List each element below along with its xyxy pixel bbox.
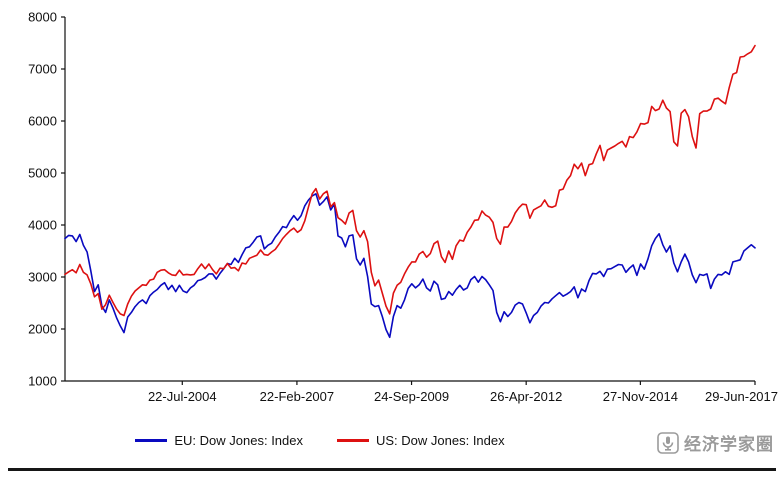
legend-label-us: US: Dow Jones: Index (376, 433, 505, 448)
x-tick-label: 24-Sep-2009 (373, 389, 450, 404)
legend-item-eu: EU: Dow Jones: Index (135, 433, 303, 448)
y-tick-label: 6000 (28, 113, 57, 129)
bottom-divider (8, 468, 776, 471)
y-tick-label: 5000 (28, 165, 57, 181)
x-tick-label: 27-Nov-2014 (602, 389, 678, 404)
x-tick-label: 29-Jun-2017 (705, 389, 778, 404)
y-tick-label: 2000 (28, 321, 57, 337)
y-tick-label: 3000 (28, 269, 57, 285)
brand-logo-text: 经济学家圈 (684, 435, 774, 454)
y-tick-label: 1000 (28, 373, 57, 389)
x-tick-label: 26-Apr-2012 (490, 389, 563, 404)
y-tick-label: 7000 (28, 61, 57, 77)
microphone-icon (657, 431, 679, 454)
x-tick-label: 22-Jul-2004 (147, 389, 217, 404)
us-line-swatch (337, 439, 369, 442)
y-tick-label: 4000 (28, 217, 57, 233)
legend: EU: Dow Jones: Index US: Dow Jones: Inde… (0, 433, 640, 448)
legend-label-eu: EU: Dow Jones: Index (174, 433, 303, 448)
x-tick-label: 22-Feb-2007 (259, 389, 335, 404)
eu-line-swatch (135, 439, 168, 442)
y-tick-label: 8000 (28, 9, 57, 25)
legend-item-us: US: Dow Jones: Index (337, 433, 505, 448)
brand-watermark: 经济学家圈 (657, 430, 774, 455)
